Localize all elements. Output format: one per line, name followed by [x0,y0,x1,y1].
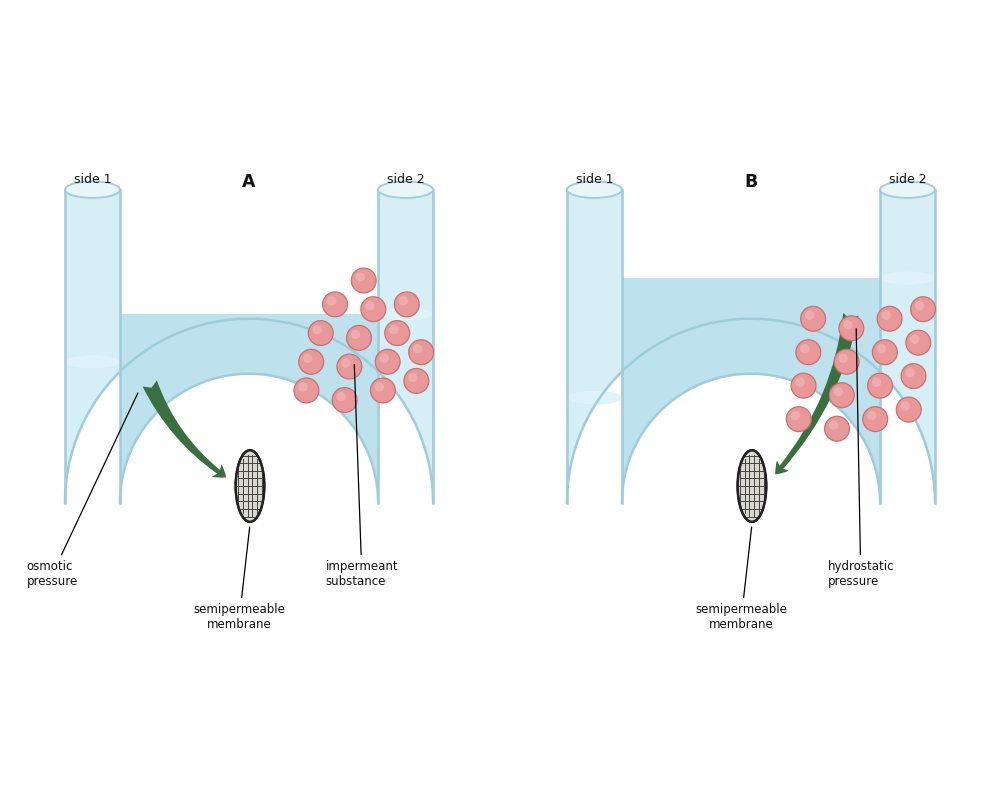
Circle shape [911,297,936,322]
Circle shape [829,382,854,408]
Circle shape [901,402,910,411]
Polygon shape [65,190,433,502]
Circle shape [791,411,800,420]
Circle shape [409,340,434,365]
Circle shape [413,344,422,354]
Ellipse shape [65,355,120,369]
Circle shape [385,321,410,346]
Circle shape [839,316,864,341]
Text: semipermeable
membrane: semipermeable membrane [695,527,787,631]
Ellipse shape [880,182,935,198]
Circle shape [303,354,312,363]
Circle shape [863,406,888,431]
Circle shape [351,268,376,293]
Circle shape [408,373,418,382]
Circle shape [313,325,322,334]
Circle shape [877,344,886,354]
Circle shape [351,330,360,339]
Circle shape [872,340,897,365]
Text: osmotic
pressure: osmotic pressure [27,393,138,588]
Circle shape [843,320,853,330]
Ellipse shape [65,355,120,369]
Text: side 1: side 1 [576,173,613,186]
Circle shape [901,364,926,389]
Circle shape [375,350,400,374]
Ellipse shape [378,307,433,321]
Text: impermeant
substance: impermeant substance [326,365,398,588]
Circle shape [332,387,357,413]
Circle shape [786,406,811,431]
Text: side 1: side 1 [74,173,111,186]
Circle shape [795,378,805,387]
Text: B: B [744,173,758,191]
Text: hydrostatic
pressure: hydrostatic pressure [827,329,894,588]
Circle shape [796,340,821,365]
Polygon shape [567,190,935,502]
Circle shape [323,292,348,317]
Circle shape [906,330,931,355]
Circle shape [298,382,308,392]
Ellipse shape [378,307,433,321]
Circle shape [308,321,333,346]
Ellipse shape [378,182,433,198]
Text: semipermeable
membrane: semipermeable membrane [194,527,285,631]
Ellipse shape [880,271,935,285]
Circle shape [375,382,384,392]
Circle shape [399,296,408,306]
Circle shape [910,334,920,344]
Circle shape [389,325,398,334]
Circle shape [825,416,849,441]
Circle shape [347,326,371,350]
Circle shape [356,272,365,282]
Circle shape [915,301,924,310]
Circle shape [868,374,892,398]
Circle shape [881,310,891,320]
Circle shape [336,392,346,402]
Circle shape [791,374,816,398]
Circle shape [337,354,362,379]
Circle shape [379,354,389,363]
Circle shape [299,350,324,374]
Circle shape [834,350,859,374]
Circle shape [404,369,429,394]
Circle shape [801,306,826,331]
Polygon shape [622,278,880,502]
Text: side 2: side 2 [889,173,926,186]
Polygon shape [120,314,378,502]
Circle shape [365,301,375,310]
Circle shape [361,297,386,322]
Circle shape [800,344,810,354]
Ellipse shape [738,450,766,522]
Text: A: A [242,173,256,191]
Text: side 2: side 2 [387,173,424,186]
Ellipse shape [236,450,264,522]
Circle shape [370,378,395,403]
Ellipse shape [567,390,622,405]
Circle shape [896,397,921,422]
Ellipse shape [65,182,120,198]
Circle shape [905,368,915,378]
Circle shape [877,306,902,331]
Circle shape [838,354,848,363]
Circle shape [805,310,814,320]
Ellipse shape [567,182,622,198]
Circle shape [394,292,419,317]
Ellipse shape [567,390,622,405]
Circle shape [327,296,336,306]
Circle shape [867,411,877,420]
Circle shape [872,378,881,387]
Ellipse shape [880,271,935,285]
Circle shape [294,378,319,403]
Circle shape [341,358,351,368]
Circle shape [834,387,843,397]
Circle shape [829,421,838,430]
